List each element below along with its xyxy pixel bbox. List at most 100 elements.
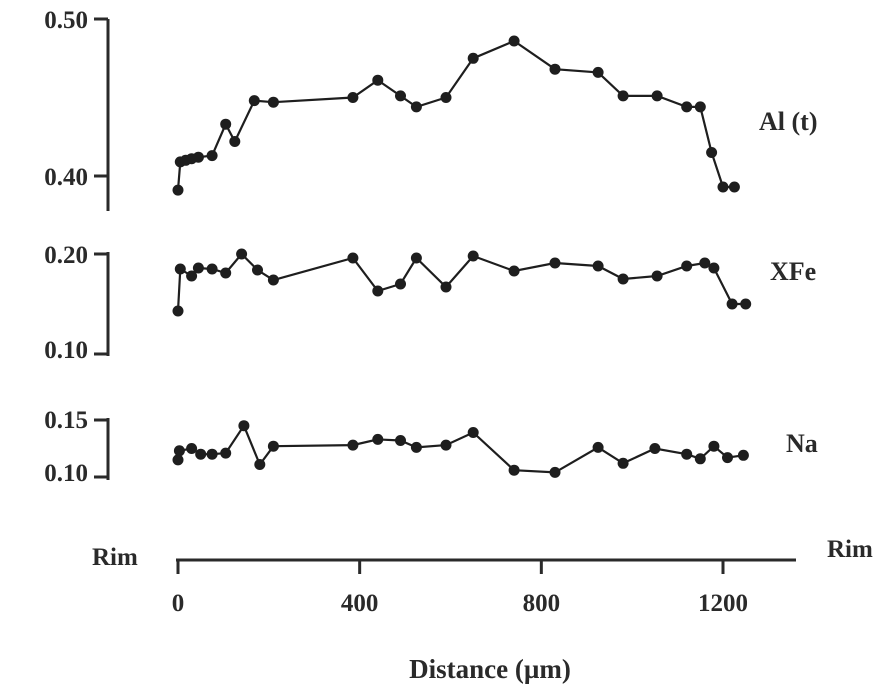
xfe-data-point (410, 252, 422, 264)
na-data-point (238, 420, 250, 432)
x-axis: 0 400 800 1200 Rim Rim Distance (µm) (92, 536, 873, 684)
xfe-data-point (508, 265, 520, 277)
x-axis-tick-label: 0 (172, 590, 185, 617)
xfe-data-point (252, 264, 263, 276)
x-axis-tick-label: 400 (341, 590, 379, 617)
na-data-point (737, 449, 749, 461)
panel-al: 0.50 0.40 Al (t) (44, 7, 817, 211)
na-data-point (722, 452, 733, 464)
na-data-point (708, 440, 720, 452)
al-data-point (440, 92, 452, 103)
xfe-data-point (236, 248, 248, 260)
xfe-data-point (708, 262, 720, 274)
na-data-point (395, 435, 406, 446)
xfe-data-point (220, 267, 232, 279)
al-data-point (347, 92, 359, 103)
al-data-point (248, 95, 260, 107)
xfe-data-point (172, 305, 184, 317)
na-data-point (347, 439, 359, 451)
al-data-point (617, 90, 629, 102)
al-data-point (651, 90, 663, 102)
xfe-data-point (681, 260, 693, 272)
al-series-points (172, 35, 740, 196)
al-data-point (229, 136, 241, 147)
xfe-data-point (206, 263, 218, 275)
panel-na: 0.15 0.10 Na (44, 407, 818, 487)
xfe-y-tick-label-top: 0.20 (44, 242, 88, 269)
al-series-label: Al (t) (759, 107, 817, 136)
xfe-series-line (176, 252, 746, 312)
al-data-point (192, 151, 204, 163)
x-axis-left-end-label: Rim (92, 544, 138, 571)
xfe-data-point (267, 274, 279, 286)
na-series-points (172, 420, 749, 478)
al-data-point (681, 101, 693, 113)
xfe-data-point (174, 263, 186, 275)
xfe-data-point (549, 257, 561, 269)
na-data-point (592, 441, 604, 453)
na-data-point (186, 443, 198, 454)
na-data-point (440, 439, 452, 451)
al-data-point (372, 74, 384, 86)
al-data-point (172, 184, 184, 196)
al-data-point (206, 150, 218, 162)
na-data-point (254, 459, 266, 470)
na-data-point (410, 441, 422, 453)
al-y-tick-label-top: 0.50 (44, 7, 88, 34)
xfe-series-label: XFe (770, 257, 816, 286)
na-data-point (267, 440, 279, 452)
na-data-point (681, 448, 693, 460)
xfe-data-point (699, 257, 711, 269)
na-y-tick-label-top: 0.15 (44, 407, 88, 434)
al-data-point (549, 63, 561, 75)
al-data-point (592, 66, 604, 78)
na-data-point (206, 448, 218, 460)
na-data-point (617, 457, 629, 469)
xfe-data-point (372, 285, 384, 297)
xfe-data-point (395, 278, 406, 290)
xfe-data-point (592, 260, 604, 272)
al-data-point (467, 52, 479, 64)
na-data-point (467, 427, 479, 438)
al-series-line (176, 39, 735, 191)
x-axis-title: Distance (µm) (409, 654, 571, 684)
na-data-point (649, 443, 661, 454)
panel-xfe: 0.20 0.10 XFe (44, 242, 816, 364)
xfe-data-point (192, 262, 204, 274)
x-axis-right-end-label: Rim (827, 536, 873, 563)
na-series-label: Na (786, 429, 818, 458)
na-data-point (508, 464, 520, 476)
al-data-point (508, 35, 520, 47)
al-data-point (717, 181, 729, 193)
xfe-series-points (172, 248, 752, 317)
na-data-point (220, 447, 232, 459)
na-data-point (694, 453, 706, 465)
x-axis-tick-label: 1200 (698, 590, 748, 617)
x-axis-tick-label: 800 (523, 590, 561, 617)
xfe-data-point (467, 250, 479, 262)
xfe-data-point (740, 298, 752, 310)
al-data-point (694, 101, 706, 113)
al-y-tick-label-bottom: 0.40 (44, 164, 88, 191)
xfe-y-tick-label-bottom: 0.10 (44, 337, 88, 364)
xfe-data-point (186, 270, 198, 282)
xfe-data-point (651, 270, 663, 282)
na-data-point (195, 448, 207, 460)
al-data-point (220, 118, 232, 130)
na-data-point (173, 445, 185, 457)
na-data-point (372, 433, 384, 445)
xfe-data-point (617, 273, 629, 285)
x-axis-ticks: 0 400 800 1200 (172, 560, 748, 617)
al-data-point (395, 90, 406, 102)
na-data-point (172, 454, 184, 466)
na-y-tick-label-bottom: 0.10 (44, 460, 88, 487)
xfe-data-point (726, 298, 738, 310)
xfe-data-point (347, 252, 359, 264)
na-data-point (549, 466, 561, 478)
xfe-data-point (440, 281, 452, 293)
al-data-point (706, 147, 718, 158)
al-data-point (728, 181, 740, 193)
al-data-point (267, 96, 279, 108)
al-data-point (410, 101, 422, 113)
